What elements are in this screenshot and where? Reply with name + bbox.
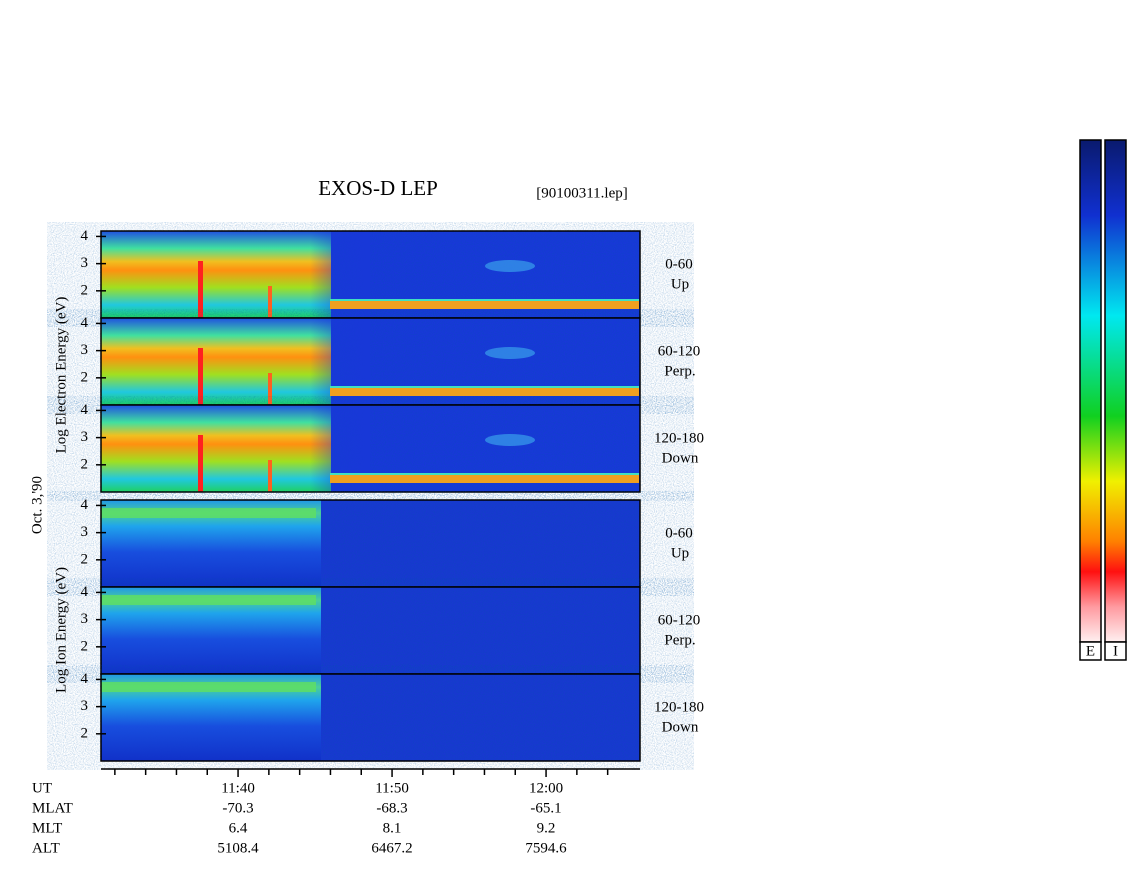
color-bar-label-box: [1079, 641, 1102, 661]
spectrogram-patch: [485, 434, 535, 446]
y-tick-label: 2: [81, 551, 89, 567]
spectrogram-band-edge: [330, 473, 639, 475]
spectrogram-patch: [485, 347, 535, 359]
ephemeris-value: 6467.2: [371, 840, 412, 856]
spectrogram-spike: [198, 261, 203, 318]
panel-direction: Down: [662, 450, 699, 466]
chart-title: EXOS-D LEP: [318, 176, 438, 200]
y-tick-label: 4: [81, 315, 89, 331]
spectrogram-low-latitude: [101, 405, 331, 492]
spectrogram-spike: [198, 348, 203, 405]
color-bar-label: I: [1113, 643, 1118, 659]
spectrogram-spike: [268, 373, 272, 405]
panel-frame: [100, 673, 641, 762]
ephemeris-label: MLT: [32, 820, 62, 836]
ephemeris-value: 9.2: [537, 820, 556, 836]
ephemeris-value: 7594.6: [525, 840, 567, 856]
spectrogram-low-latitude: [101, 231, 331, 318]
panel-direction: Up: [671, 276, 689, 292]
y-tick-label: 2: [81, 456, 89, 472]
y-tick-label: 2: [81, 369, 89, 385]
spectrogram-spike: [268, 286, 272, 318]
panel-direction: Perp.: [664, 632, 695, 648]
panel-angle: 120-180: [654, 430, 704, 446]
panel-angle: 120-180: [654, 699, 704, 715]
y-tick-label: 3: [81, 429, 89, 445]
ephemeris-label: MLAT: [32, 800, 73, 816]
x-tick-label: 12:00: [529, 780, 563, 796]
panel-direction: Up: [671, 545, 689, 561]
y-tick-label: 4: [81, 497, 89, 513]
panel-angle: 60-120: [658, 343, 701, 359]
color-bar: [1104, 139, 1127, 643]
ephemeris-value: -68.3: [376, 800, 407, 816]
spectrogram-band: [330, 301, 639, 309]
group-label: Log Electron Energy (eV): [53, 297, 69, 454]
spectrogram-band: [101, 508, 316, 518]
y-tick-label: 4: [81, 228, 89, 244]
spectrogram-band-edge: [330, 386, 639, 388]
panel-frame: [100, 404, 641, 493]
panel-direction: Down: [662, 719, 699, 735]
y-tick-label: 2: [81, 282, 89, 298]
group-label: Log Ion Energy (eV): [53, 567, 69, 693]
color-bar: [1079, 139, 1102, 643]
panel-angle: 0-60: [665, 525, 693, 541]
y-tick-label: 3: [81, 524, 89, 540]
y-tick-label: 3: [81, 611, 89, 627]
color-bar-label: E: [1086, 643, 1095, 659]
spectrogram-band-edge: [330, 299, 639, 301]
y-tick-label: 4: [81, 671, 89, 687]
spectrogram-band: [101, 595, 316, 605]
panel-angle: 0-60: [665, 256, 693, 272]
spectrogram-low-latitude: [101, 318, 331, 405]
x-tick-label: 11:50: [375, 780, 409, 796]
y-tick-label: 3: [81, 255, 89, 271]
ephemeris-label: UT: [32, 780, 52, 796]
ephemeris-value: -65.1: [530, 800, 561, 816]
y-tick-label: 3: [81, 698, 89, 714]
y-tick-label: 3: [81, 342, 89, 358]
file-name: [90100311.lep]: [536, 185, 628, 201]
y-tick-label: 4: [81, 402, 89, 418]
spectrogram-spike: [268, 460, 272, 492]
ephemeris-value: 5108.4: [217, 840, 259, 856]
spectrogram-spike: [198, 435, 203, 492]
ephemeris-value: 8.1: [383, 820, 402, 836]
y-tick-label: 2: [81, 725, 89, 741]
x-tick-label: 11:40: [221, 780, 255, 796]
y-tick-label: 4: [81, 584, 89, 600]
ephemeris-value: -70.3: [222, 800, 253, 816]
spectrogram-patch: [485, 260, 535, 272]
color-bar-label-box: [1104, 641, 1127, 661]
spectrogram-band: [330, 475, 639, 483]
ephemeris-label: ALT: [32, 840, 60, 856]
ephemeris-value: 6.4: [229, 820, 248, 836]
panel-angle: 60-120: [658, 612, 701, 628]
date-label: Oct. 3,'90: [29, 476, 45, 534]
spectrogram-band: [101, 682, 316, 692]
spectrogram-band: [330, 388, 639, 396]
panel-direction: Perp.: [664, 363, 695, 379]
y-tick-label: 2: [81, 638, 89, 654]
